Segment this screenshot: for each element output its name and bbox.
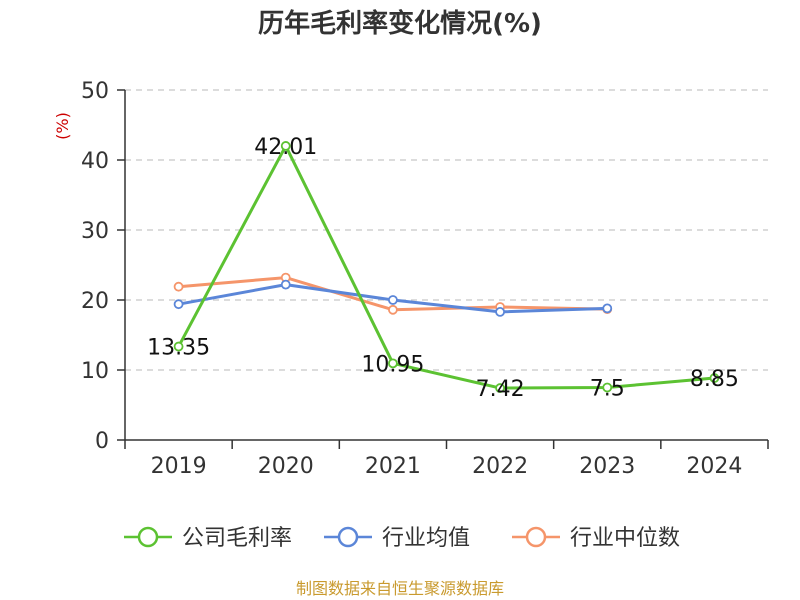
series-line — [177, 144, 715, 390]
x-tick-label: 2019 — [151, 454, 207, 479]
y-tick-label: 40 — [81, 149, 109, 174]
y-tick-label: 30 — [81, 219, 109, 244]
x-tick-label: 2024 — [686, 454, 742, 479]
data-point — [495, 383, 505, 393]
data-label: 7.5 — [590, 377, 625, 402]
legend: 公司毛利率 行业均值 行业中位数 — [124, 526, 680, 551]
data-point — [173, 341, 184, 352]
source-note: 制图数据来自恒生聚源数据库 — [296, 579, 504, 598]
x-tick-label: 2022 — [472, 454, 528, 479]
data-label: 7.42 — [476, 377, 525, 402]
y-tick-label: 20 — [81, 289, 109, 314]
grid-lines — [125, 89, 768, 371]
data-point — [602, 303, 613, 314]
data-point — [280, 279, 291, 290]
data-labels: 13.35 42.01 10.95 7.42 7.5 8.85 — [147, 135, 739, 402]
y-tick-label: 0 — [95, 429, 109, 454]
y-axis-unit: (%) — [53, 112, 72, 140]
data-label: 42.01 — [254, 135, 317, 160]
data-point — [495, 306, 505, 317]
legend-label: 行业均值 — [382, 526, 470, 551]
data-point — [709, 373, 720, 383]
data-point — [388, 295, 398, 305]
data-label: 8.85 — [690, 367, 739, 392]
data-point — [602, 382, 613, 393]
x-tick-label: 2023 — [579, 454, 635, 479]
legend-swatch-marker — [137, 526, 159, 548]
legend-swatch-marker — [337, 526, 359, 548]
chart-title: 历年毛利率变化情况(%) — [258, 8, 542, 39]
legend-label: 公司毛利率 — [182, 526, 292, 551]
data-point — [280, 141, 291, 151]
legend-label: 行业中位数 — [570, 526, 680, 551]
x-tick-label: 2020 — [258, 454, 314, 479]
data-point — [388, 358, 398, 369]
legend-swatch-marker — [525, 526, 547, 548]
x-tick-label: 2021 — [365, 454, 421, 479]
data-label: 10.95 — [361, 352, 424, 377]
data-label: 13.35 — [147, 336, 210, 361]
axes: 0 10 20 30 40 50 2019 2020 2021 2022 2023 2024 — [81, 79, 769, 479]
data-point — [173, 299, 184, 310]
y-tick-label: 50 — [81, 79, 109, 104]
data-point — [173, 281, 184, 292]
data-point — [388, 304, 398, 315]
series-group — [173, 141, 720, 393]
y-tick-label: 10 — [81, 359, 109, 384]
